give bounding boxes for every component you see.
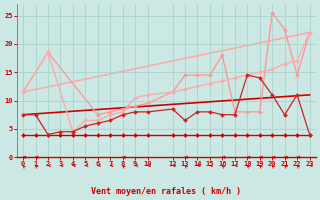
X-axis label: Vent moyen/en rafales ( km/h ): Vent moyen/en rafales ( km/h ) [91,187,241,196]
